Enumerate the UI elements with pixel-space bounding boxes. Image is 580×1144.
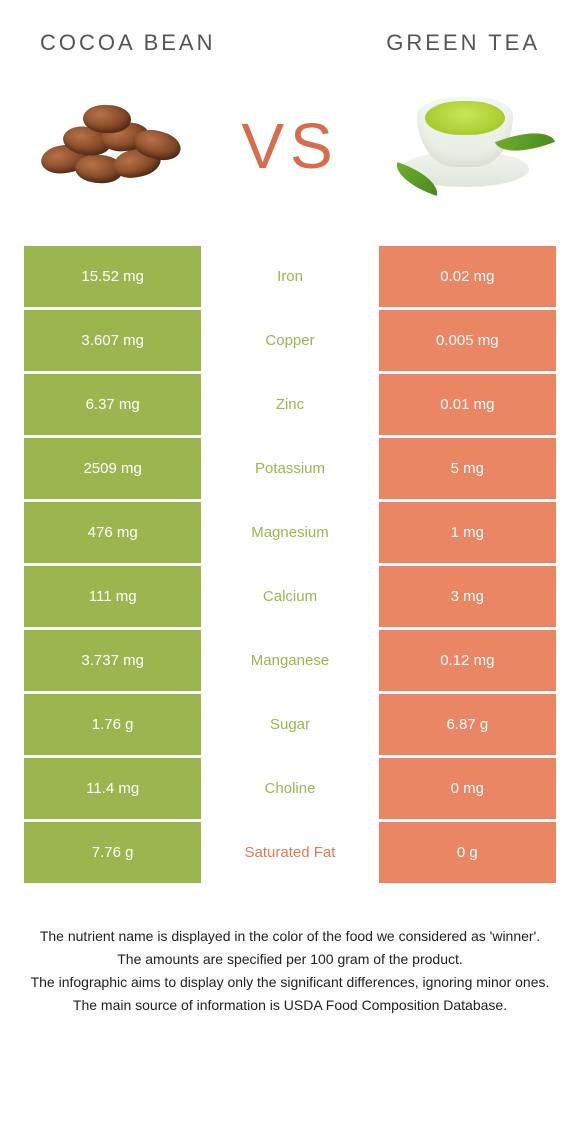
green-tea-value: 6.87 g — [379, 694, 556, 755]
nutrient-name: Calcium — [201, 566, 378, 627]
nutrient-name: Saturated Fat — [201, 822, 378, 883]
nutrient-name: Zinc — [201, 374, 378, 435]
table-row: 3.607 mgCopper0.005 mg — [24, 310, 556, 371]
table-row: 15.52 mgIron0.02 mg — [24, 246, 556, 307]
green-tea-value: 1 mg — [379, 502, 556, 563]
cocoa-value: 6.37 mg — [24, 374, 201, 435]
title-cocoa-bean: Cocoa bean — [40, 30, 215, 56]
cocoa-bean-image — [30, 86, 190, 206]
green-tea-value: 0.02 mg — [379, 246, 556, 307]
green-tea-value: 5 mg — [379, 438, 556, 499]
table-row: 476 mgMagnesium1 mg — [24, 502, 556, 563]
nutrient-name: Copper — [201, 310, 378, 371]
cocoa-value: 11.4 mg — [24, 758, 201, 819]
cocoa-value: 2509 mg — [24, 438, 201, 499]
green-tea-value: 0.005 mg — [379, 310, 556, 371]
table-row: 111 mgCalcium3 mg — [24, 566, 556, 627]
table-row: 3.737 mgManganese0.12 mg — [24, 630, 556, 691]
nutrient-table: 15.52 mgIron0.02 mg3.607 mgCopper0.005 m… — [0, 246, 580, 883]
cocoa-value: 15.52 mg — [24, 246, 201, 307]
cocoa-value: 476 mg — [24, 502, 201, 563]
nutrient-name: Potassium — [201, 438, 378, 499]
vs-label: VS — [241, 109, 338, 183]
green-tea-image — [390, 86, 550, 206]
nutrient-name: Magnesium — [201, 502, 378, 563]
cocoa-value: 3.607 mg — [24, 310, 201, 371]
cocoa-value: 1.76 g — [24, 694, 201, 755]
table-row: 7.76 gSaturated Fat0 g — [24, 822, 556, 883]
header: Cocoa bean Green tea — [0, 0, 580, 66]
hero-row: VS — [0, 66, 580, 246]
footnotes: The nutrient name is displayed in the co… — [0, 886, 580, 1048]
footnote-line: The infographic aims to display only the… — [30, 972, 550, 993]
green-tea-value: 0.12 mg — [379, 630, 556, 691]
footnote-line: The amounts are specified per 100 gram o… — [30, 949, 550, 970]
green-tea-value: 0.01 mg — [379, 374, 556, 435]
green-tea-value: 3 mg — [379, 566, 556, 627]
table-row: 1.76 gSugar6.87 g — [24, 694, 556, 755]
nutrient-name: Manganese — [201, 630, 378, 691]
footnote-line: The main source of information is USDA F… — [30, 995, 550, 1016]
title-green-tea: Green tea — [386, 30, 540, 56]
cocoa-value: 3.737 mg — [24, 630, 201, 691]
nutrient-name: Sugar — [201, 694, 378, 755]
green-tea-value: 0 g — [379, 822, 556, 883]
cocoa-value: 111 mg — [24, 566, 201, 627]
table-row: 11.4 mgCholine0 mg — [24, 758, 556, 819]
footnote-line: The nutrient name is displayed in the co… — [30, 926, 550, 947]
nutrient-name: Iron — [201, 246, 378, 307]
green-tea-value: 0 mg — [379, 758, 556, 819]
table-row: 6.37 mgZinc0.01 mg — [24, 374, 556, 435]
nutrient-name: Choline — [201, 758, 378, 819]
cocoa-value: 7.76 g — [24, 822, 201, 883]
table-row: 2509 mgPotassium5 mg — [24, 438, 556, 499]
